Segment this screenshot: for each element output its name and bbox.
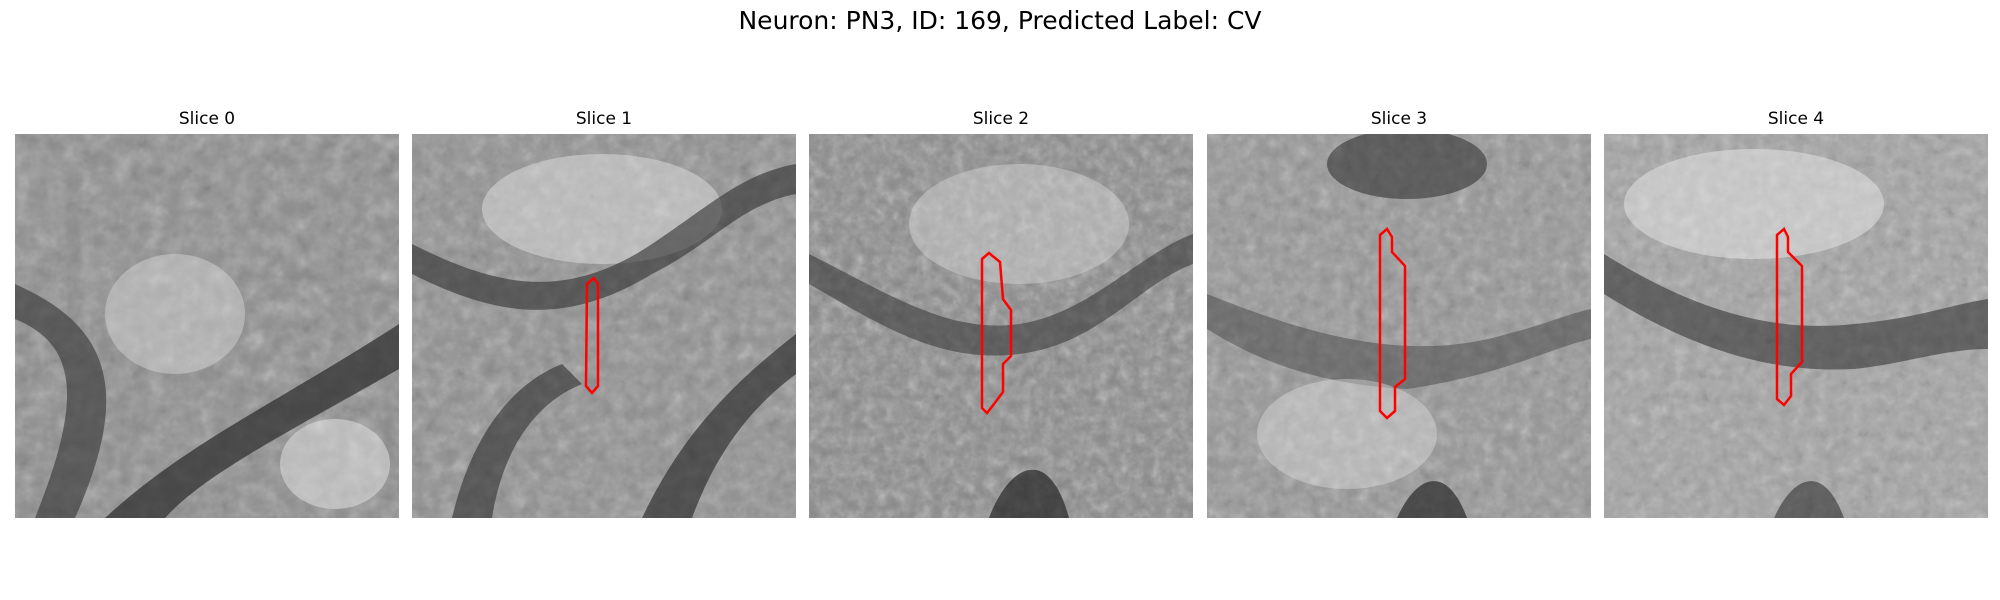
slice-image-4 bbox=[1604, 134, 1988, 518]
contour-1 bbox=[584, 276, 600, 395]
slice-panel-4: Slice 4 bbox=[1604, 107, 1988, 518]
slice-panel-0: Slice 0 bbox=[15, 107, 399, 518]
slice-title-2: Slice 2 bbox=[972, 109, 1030, 129]
slice-title-3: Slice 3 bbox=[1370, 109, 1428, 129]
contour-2 bbox=[980, 251, 1013, 415]
contour-3 bbox=[1378, 227, 1407, 420]
slice-panel-1: Slice 1 bbox=[412, 107, 796, 518]
slice-image-1 bbox=[412, 134, 796, 518]
contour-4 bbox=[1775, 227, 1804, 407]
slice-title-1: Slice 1 bbox=[575, 109, 633, 129]
slice-panel-3: Slice 3 bbox=[1207, 107, 1591, 518]
slice-image-3 bbox=[1207, 134, 1591, 518]
slice-title-4: Slice 4 bbox=[1767, 109, 1825, 129]
figure-title: Neuron: PN3, ID: 169, Predicted Label: C… bbox=[738, 6, 1262, 35]
slice-panel-2: Slice 2 bbox=[809, 107, 1193, 518]
slice-image-2 bbox=[809, 134, 1193, 518]
slice-title-0: Slice 0 bbox=[178, 109, 236, 129]
slice-image-0 bbox=[15, 134, 399, 518]
